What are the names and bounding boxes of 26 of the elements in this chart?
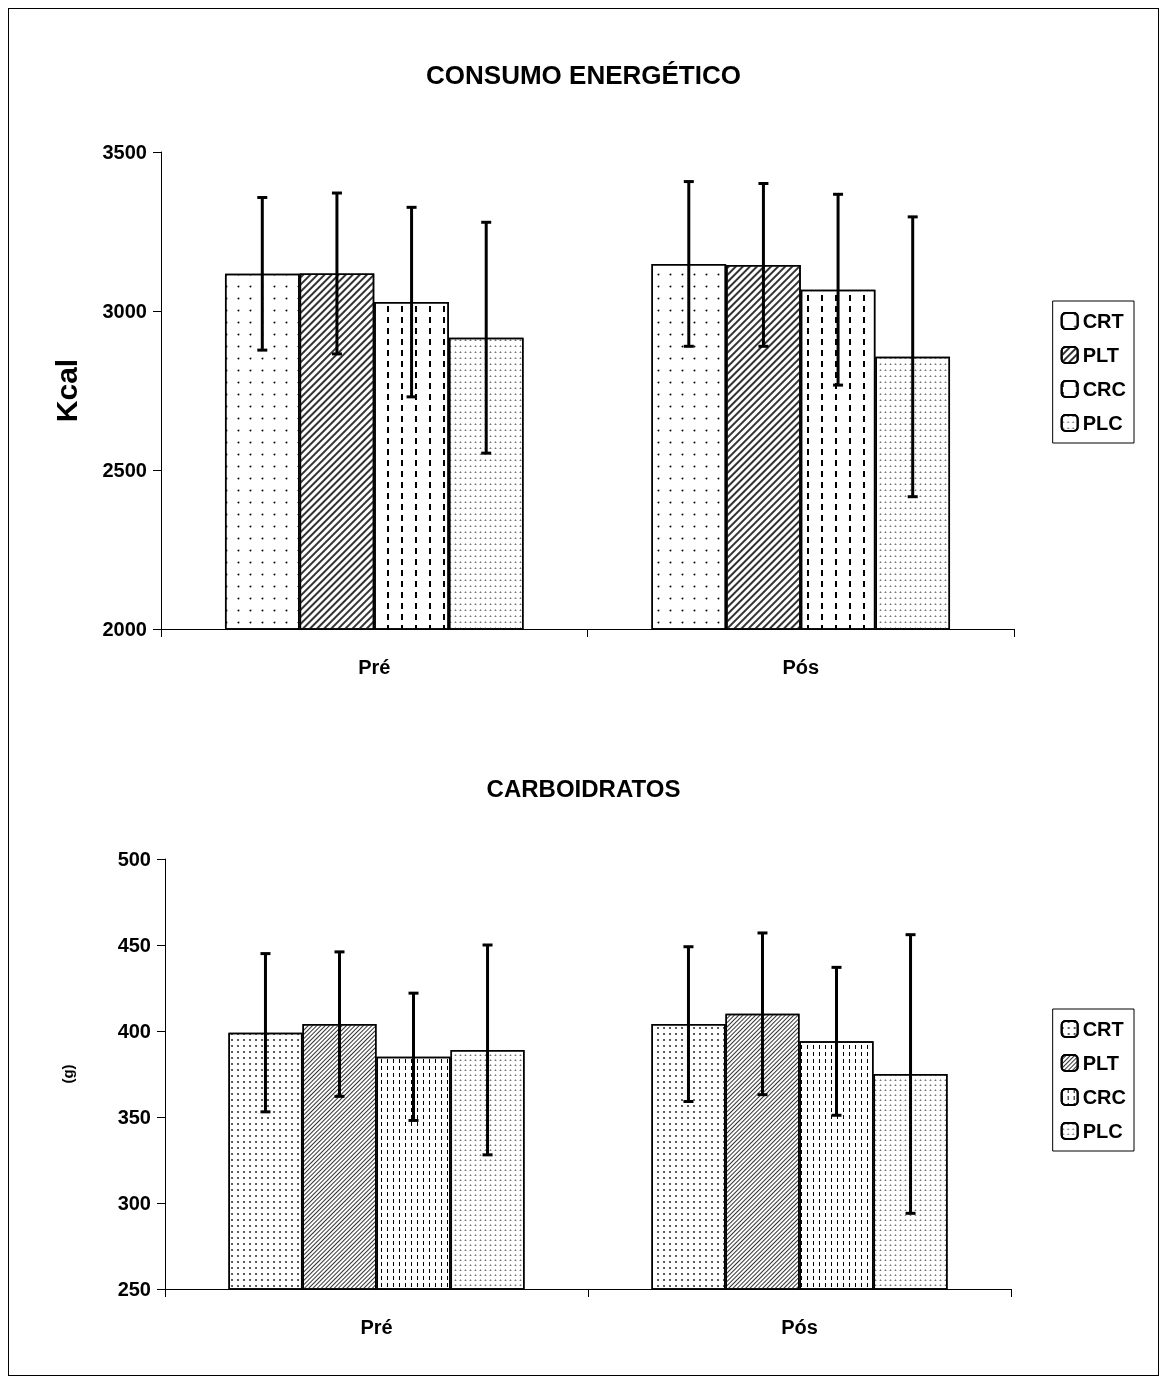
- y-tick-label: 3500: [102, 141, 147, 163]
- y-tick-label: 2000: [102, 618, 147, 640]
- legend-label: CRT: [1082, 310, 1124, 332]
- y-tick-label: 450: [117, 934, 151, 956]
- x-tick-label: Pré: [360, 1316, 393, 1338]
- y-tick-label: 400: [117, 1020, 151, 1042]
- legend-label: PLT: [1082, 344, 1119, 366]
- chart-title: CARBOIDRATOS: [486, 774, 681, 802]
- legend-label: PLT: [1082, 1052, 1119, 1074]
- legend-label: PLC: [1082, 412, 1123, 434]
- legend-label: PLC: [1082, 1120, 1123, 1142]
- y-tick-label: 250: [117, 1278, 151, 1300]
- chart-title: CONSUMO ENERGÉTICO: [426, 60, 741, 90]
- legend-label: CRC: [1082, 1086, 1127, 1108]
- y-tick-label: 350: [117, 1106, 151, 1128]
- x-tick-label: Pós: [781, 1316, 818, 1338]
- y-tick-label: 3000: [102, 300, 147, 322]
- x-tick-label: Pré: [358, 656, 391, 678]
- y-axis-title: (g): [59, 1064, 76, 1084]
- y-tick-label: 2500: [102, 459, 147, 481]
- legend-label: CRC: [1082, 378, 1127, 400]
- y-tick-label: 500: [117, 848, 151, 870]
- x-tick-label: Pós: [782, 656, 820, 678]
- y-tick-label: 300: [117, 1192, 151, 1214]
- y-axis-title: Kcal: [49, 358, 83, 423]
- legend-label: CRT: [1082, 1018, 1124, 1040]
